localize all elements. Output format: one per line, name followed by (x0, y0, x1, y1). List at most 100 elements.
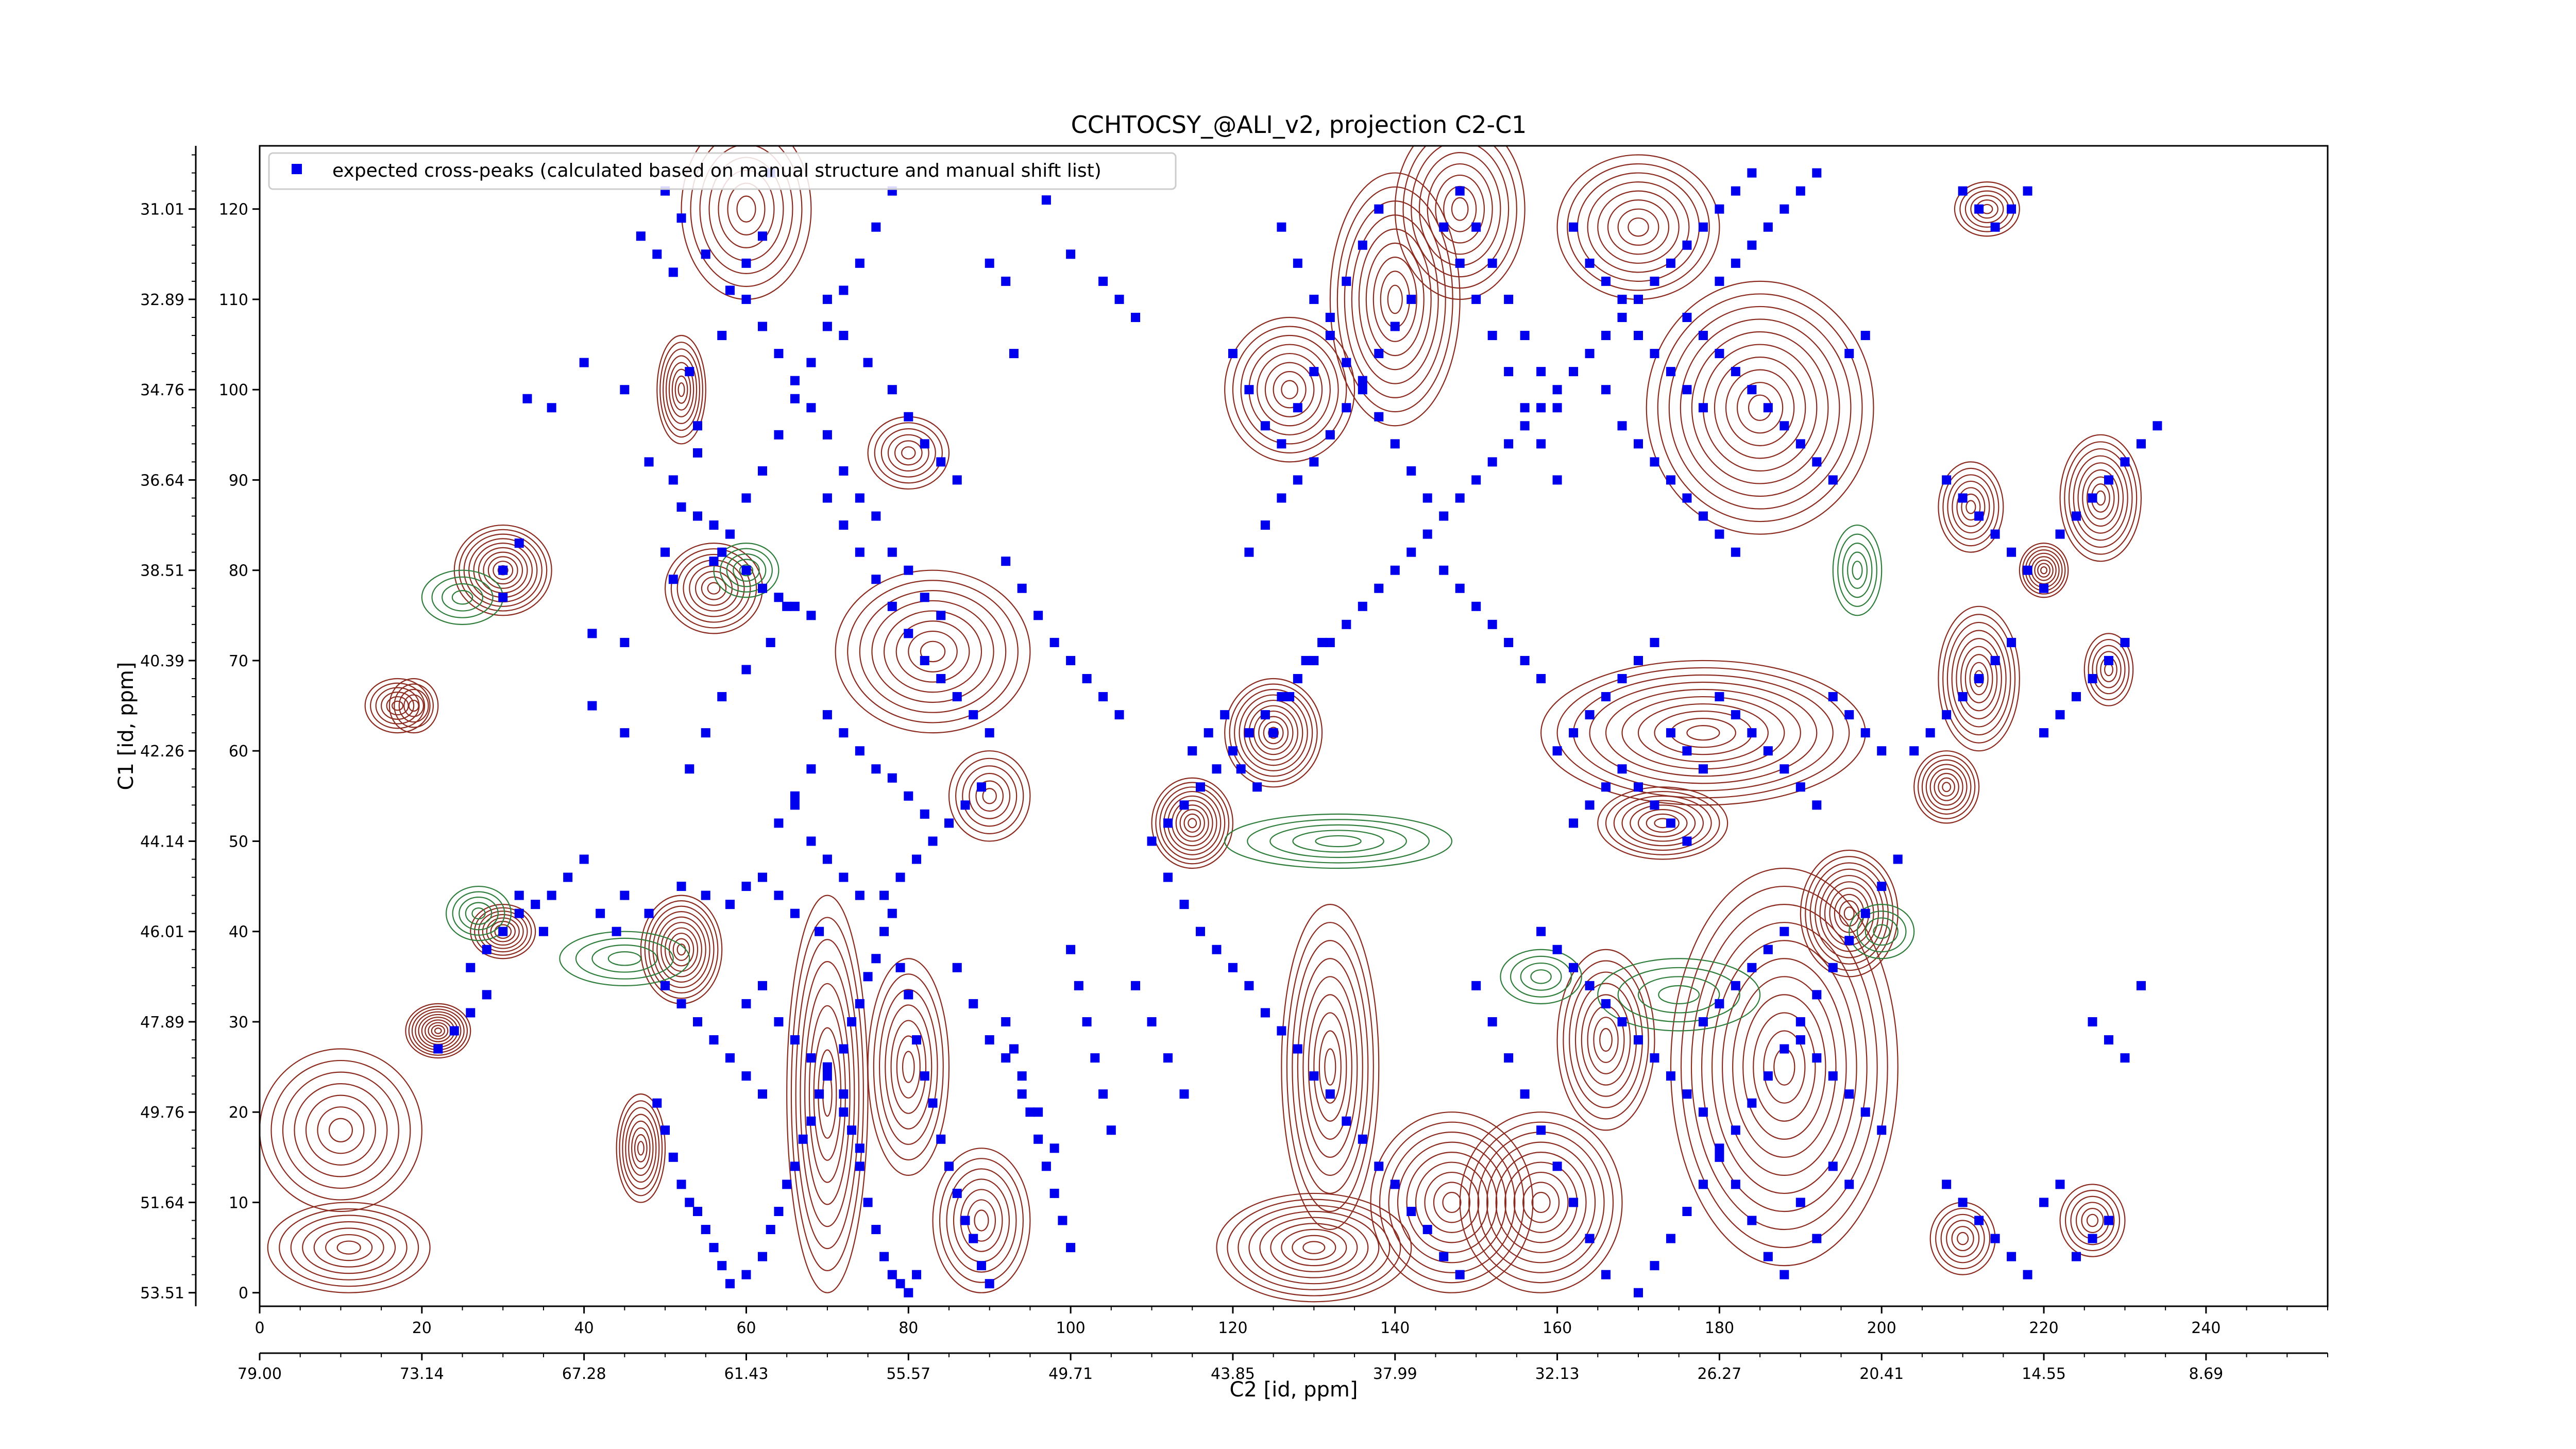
data-point-0-491 (1990, 529, 2000, 539)
data-point-0-208 (822, 1071, 832, 1081)
data-point-0-368 (1634, 439, 1643, 449)
contour-ring-10-1 (336, 1240, 361, 1255)
data-point-0-479 (1828, 1161, 1838, 1171)
contour-ring-15-5 (804, 983, 851, 1205)
contour-ring-37-3 (2086, 476, 2115, 520)
contour-ring-39-2 (1961, 493, 1981, 521)
contour-ring-42-4 (2070, 1195, 2115, 1245)
contour-ring-12-4 (880, 428, 936, 478)
data-point-0-137 (466, 1008, 476, 1018)
data-point-0-230 (960, 800, 970, 810)
data-point-0-43 (709, 520, 719, 530)
data-point-0-419 (1634, 782, 1643, 792)
contour-ring-7-4 (668, 362, 694, 417)
data-point-0-72 (887, 385, 897, 395)
contour-ring-17-5 (878, 989, 938, 1145)
data-point-0-482 (1925, 728, 1935, 738)
contour-ring-18-9 (1229, 683, 1318, 782)
contour-ring-48-4 (719, 548, 773, 593)
data-point-0-389 (1747, 240, 1757, 250)
y-tick-label: 30 (229, 1014, 248, 1032)
contour-ring-46-1 (607, 951, 641, 966)
data-point-0-202 (1106, 1125, 1116, 1135)
contour-ring-41-5 (2088, 638, 2130, 700)
data-point-0-231 (976, 782, 986, 792)
data-point-0-33 (774, 430, 784, 440)
contour-ring-8-7 (619, 1100, 663, 1197)
data-point-0-336 (1455, 258, 1465, 268)
data-point-0-69 (822, 294, 832, 304)
data-point-0-239 (1163, 818, 1173, 828)
contour-ring-31-3 (1753, 1012, 1816, 1122)
contour-ring-34-8 (1556, 949, 1655, 1131)
ppm-y-tick-label: 31.01 (140, 201, 184, 219)
contour-ring-27-9 (1657, 293, 1863, 523)
contour-ring-5-6 (656, 916, 706, 983)
contour-ring-36-8 (1913, 750, 1980, 824)
data-point-0-413 (1860, 728, 1870, 738)
data-point-0-514 (1958, 1198, 1968, 1207)
data-point-0-112 (790, 791, 800, 801)
contour-ring-26-9 (1370, 1111, 1534, 1293)
contour-ring-39-3 (1956, 487, 1986, 527)
contour-ring-8-2 (634, 1134, 648, 1162)
contour-ring-19-4 (1175, 804, 1209, 842)
contour-ring-23-6 (1411, 146, 1510, 278)
data-point-0-320 (1358, 385, 1367, 395)
data-point-0-105 (839, 728, 849, 738)
data-point-0-52 (685, 367, 694, 377)
data-point-0-116 (701, 890, 710, 900)
contour-ring-30-4 (1630, 804, 1696, 842)
data-point-0-232 (774, 818, 784, 828)
contour-ring-11-6 (690, 146, 803, 287)
contour-ring-50-1 (1530, 969, 1552, 984)
data-point-0-191 (1025, 1107, 1035, 1117)
y-tick-label: 60 (229, 743, 248, 761)
data-point-0-440 (1585, 1234, 1595, 1243)
contour-ring-35-2 (1969, 662, 1989, 696)
data-point-0-332 (1342, 276, 1351, 286)
contour-ring-28-4 (1597, 190, 1680, 264)
contour-ring-29-9 (1556, 667, 1850, 799)
data-point-0-467 (1828, 1071, 1838, 1081)
contour-ring-38-2 (2037, 563, 2050, 578)
data-point-0-131 (466, 963, 476, 972)
contour-ring-26-5 (1406, 1151, 1498, 1253)
contour-ring-50-2 (1520, 962, 1562, 991)
data-point-0-490 (1974, 511, 1984, 521)
data-point-0-431 (1666, 1071, 1675, 1081)
contour-ring-38-3 (2034, 559, 2054, 581)
data-point-0-295 (1188, 746, 1197, 756)
contour-ring-21-4 (1365, 242, 1425, 357)
data-point-0-280 (1228, 963, 1238, 972)
data-point-0-149 (741, 1270, 751, 1279)
data-point-0-425 (1569, 963, 1579, 972)
data-point-0-370 (1666, 475, 1675, 485)
data-point-0-407 (1763, 746, 1773, 756)
data-point-0-402 (1682, 746, 1692, 756)
data-point-0-9 (839, 466, 849, 476)
contour-ring-27-7 (1680, 318, 1840, 497)
data-point-0-452 (1795, 1017, 1805, 1026)
data-point-0-46 (717, 547, 727, 557)
data-point-0-463 (1763, 945, 1773, 954)
data-point-0-429 (1634, 1035, 1643, 1045)
data-point-0-386 (1860, 331, 1870, 341)
contour-ring-26-6 (1397, 1141, 1506, 1263)
contour-ring-25-3 (1281, 1228, 1347, 1267)
data-point-0-83 (920, 655, 929, 665)
data-point-0-355 (1520, 655, 1530, 665)
data-point-0-97 (1001, 276, 1011, 286)
data-point-0-79 (855, 547, 865, 557)
data-point-0-55 (668, 475, 678, 485)
data-point-0-238 (1147, 836, 1157, 846)
data-point-0-25 (717, 692, 727, 702)
contour-ring-40-6 (1954, 181, 2020, 237)
contour-ring-38-7 (2022, 546, 2066, 595)
data-point-0-521 (2072, 1252, 2081, 1261)
data-point-0-133 (498, 926, 508, 936)
contour-ring-51-2 (1865, 917, 1899, 946)
data-point-0-130 (538, 926, 548, 936)
data-point-0-118 (741, 882, 751, 891)
data-point-0-318 (1325, 331, 1335, 341)
